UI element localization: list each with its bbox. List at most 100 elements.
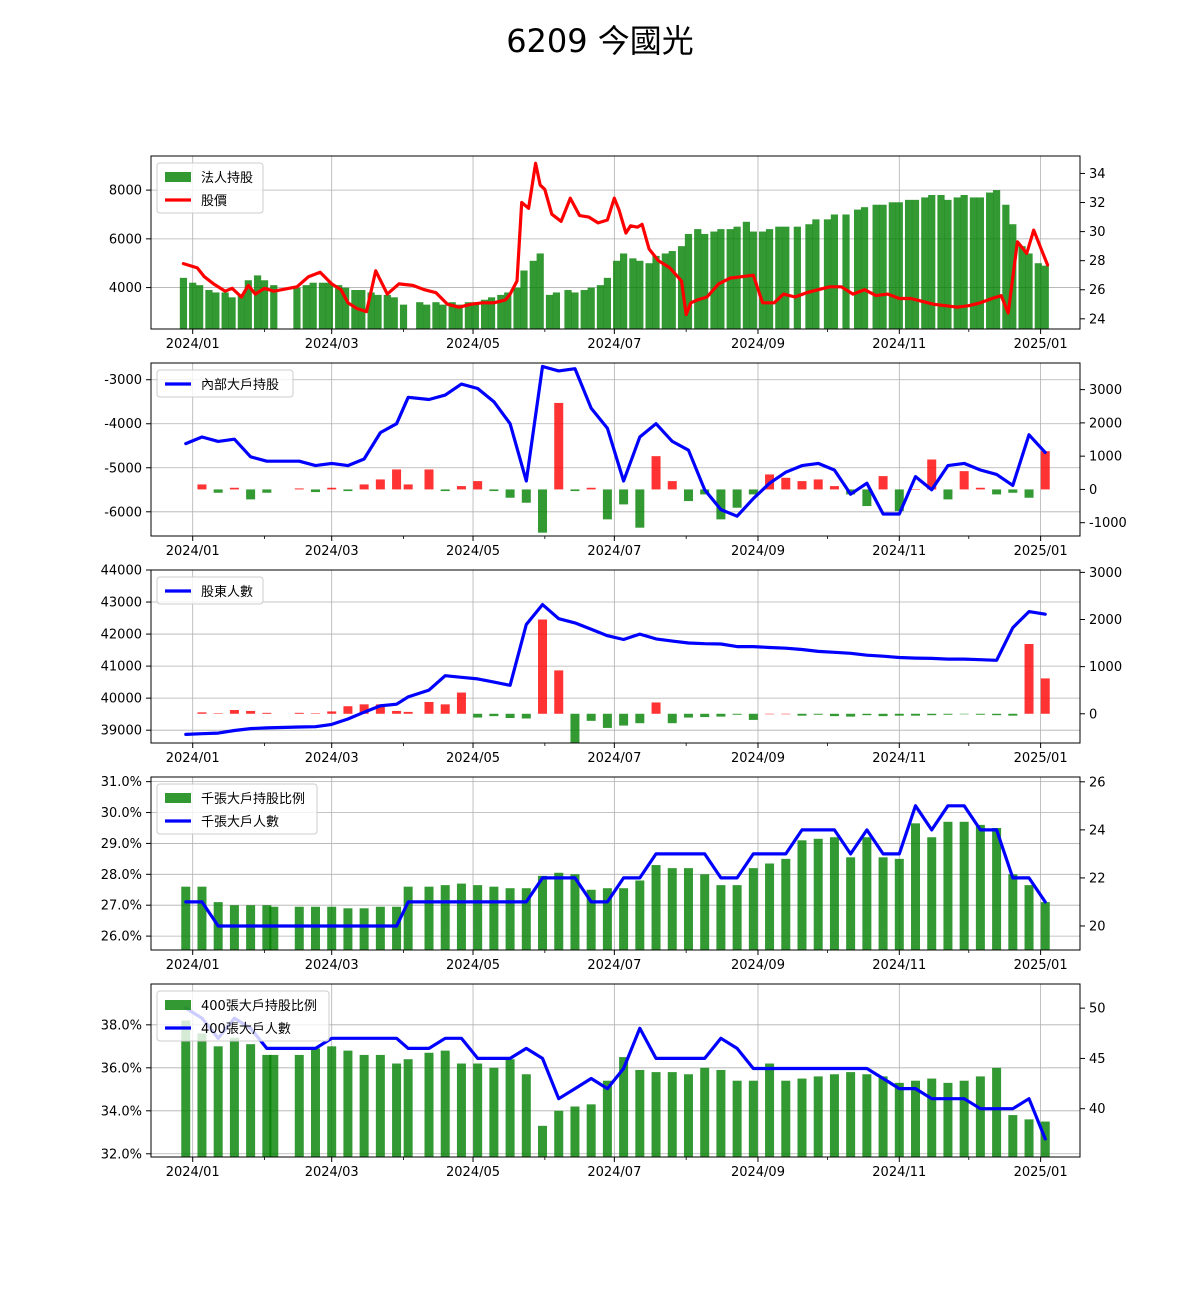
- bar-insider: [505, 489, 515, 498]
- bar-price: [464, 302, 472, 329]
- bar-shareholders: [829, 713, 839, 717]
- bar-price: [367, 292, 375, 329]
- bar-shareholders: [927, 713, 937, 716]
- bar-four_hundred: [975, 1076, 985, 1157]
- bar-insider: [975, 487, 985, 490]
- x-tick-label: 2024/07: [587, 751, 641, 766]
- bar-price: [520, 270, 528, 329]
- x-tick-label: 2024/01: [166, 544, 220, 559]
- bar-price: [710, 231, 718, 329]
- bar-insider: [343, 489, 353, 492]
- x-tick-label: 2024/07: [587, 544, 641, 559]
- axes-frame: [150, 569, 1081, 744]
- bar-insider: [813, 479, 823, 490]
- y-left-tick-label: 44000: [101, 564, 142, 579]
- legend-swatch: [165, 793, 191, 803]
- panel-insider: 2024/01 2024/03 2024/05 2024/07 2024/09 2024/…: [104, 362, 1127, 559]
- y-left-tick-label: 6000: [109, 232, 142, 247]
- x-tick-label: 2024/01: [166, 751, 220, 766]
- bar-shareholders: [327, 711, 337, 714]
- y-left-tick-label: 40000: [101, 692, 142, 707]
- bar-insider: [862, 489, 872, 507]
- bar-four_hundred: [894, 1082, 904, 1157]
- bar-thousand: [700, 874, 710, 950]
- legend-swatch: [165, 172, 191, 182]
- bar-insider: [262, 489, 272, 493]
- x-tick-label: 2024/11: [872, 751, 926, 766]
- bar-price: [471, 302, 479, 329]
- bar-price: [652, 255, 660, 329]
- bar-shareholders: [992, 713, 1002, 716]
- x-tick-label: 2024/03: [305, 751, 359, 766]
- y-left-tick-label: -4000: [104, 417, 142, 432]
- bar-four_hundred: [521, 1074, 531, 1157]
- x-tick-label: 2024/09: [731, 544, 785, 559]
- legend-box: [156, 369, 294, 398]
- x-tick-label: 2025/01: [1014, 337, 1068, 352]
- bar-shareholders: [813, 713, 823, 715]
- bar-insider: [246, 489, 256, 500]
- bar-four_hundred: [440, 1050, 450, 1157]
- x-tick-label: 2024/05: [446, 751, 500, 766]
- bar-price: [904, 199, 913, 329]
- x-tick-label: 2024/05: [446, 544, 500, 559]
- bar-insider: [602, 489, 612, 520]
- bar-shareholders: [765, 713, 775, 715]
- y-left-tick-label: 30.0%: [101, 806, 142, 821]
- bar-thousand: [748, 868, 758, 950]
- bar-price: [253, 275, 262, 329]
- bar-thousand: [489, 886, 499, 950]
- bar-four_hundred: [683, 1074, 693, 1157]
- y-right-tick-label: 26: [1089, 283, 1106, 298]
- bar-shareholders: [894, 713, 904, 716]
- legend-label: 400張大戶人數: [201, 1022, 291, 1037]
- bar-insider: [456, 486, 466, 490]
- x-tick-label: 2025/01: [1014, 958, 1068, 973]
- bar-price: [383, 294, 391, 329]
- bar-shareholders: [456, 692, 466, 714]
- bar-thousand: [294, 906, 304, 950]
- panel-thousand: 2024/01 2024/03 2024/05 2024/07 2024/09 2024/…: [101, 775, 1106, 973]
- y-right-tick-label: 40: [1089, 1102, 1106, 1117]
- bar-price: [694, 229, 702, 329]
- x-tick-label: 2024/05: [446, 958, 500, 973]
- x-tick-label: 2024/09: [731, 1165, 785, 1180]
- bar-four_hundred: [700, 1067, 710, 1157]
- bar-shareholders: [489, 713, 499, 717]
- bar-price: [335, 285, 343, 329]
- bar-shareholders: [911, 713, 921, 716]
- x-tick-label: 2024/05: [446, 1165, 500, 1180]
- bar-four_hundred: [310, 1048, 320, 1157]
- bar-shareholders: [570, 713, 580, 743]
- bar-price: [1002, 204, 1010, 329]
- bar-thousand: [619, 888, 629, 950]
- bar-insider: [1040, 451, 1050, 490]
- legend-label: 內部大戶持股: [201, 378, 279, 393]
- y-right-tick-label: 1000: [1089, 660, 1122, 675]
- bar-shareholders: [554, 670, 564, 714]
- bar-thousand: [375, 906, 385, 950]
- legend-label: 股東人數: [201, 584, 253, 600]
- bar-thousand: [554, 872, 564, 950]
- y-left-tick-label: 41000: [101, 660, 142, 675]
- bar-thousand: [473, 885, 483, 950]
- bar-four_hundred: [375, 1054, 385, 1157]
- bar-price: [717, 229, 725, 329]
- bar-shareholders: [586, 713, 596, 721]
- y-left-tick-label: -6000: [104, 505, 142, 520]
- bar-price: [270, 285, 278, 329]
- bar-four_hundred: [246, 1044, 256, 1157]
- y-right-tick-label: 24: [1089, 312, 1106, 327]
- bar-price: [960, 194, 968, 329]
- bar-insider: [521, 489, 531, 503]
- legend-label: 法人持股: [201, 171, 253, 186]
- bar-price: [205, 290, 213, 329]
- bar-price: [911, 199, 920, 329]
- bar-shareholders: [343, 706, 353, 714]
- bar-thousand: [862, 837, 872, 950]
- bar-thousand: [635, 880, 645, 950]
- bar-price: [969, 197, 978, 329]
- bar-insider: [538, 489, 548, 533]
- bar-shareholders: [975, 713, 985, 715]
- bar-shareholders: [716, 713, 726, 717]
